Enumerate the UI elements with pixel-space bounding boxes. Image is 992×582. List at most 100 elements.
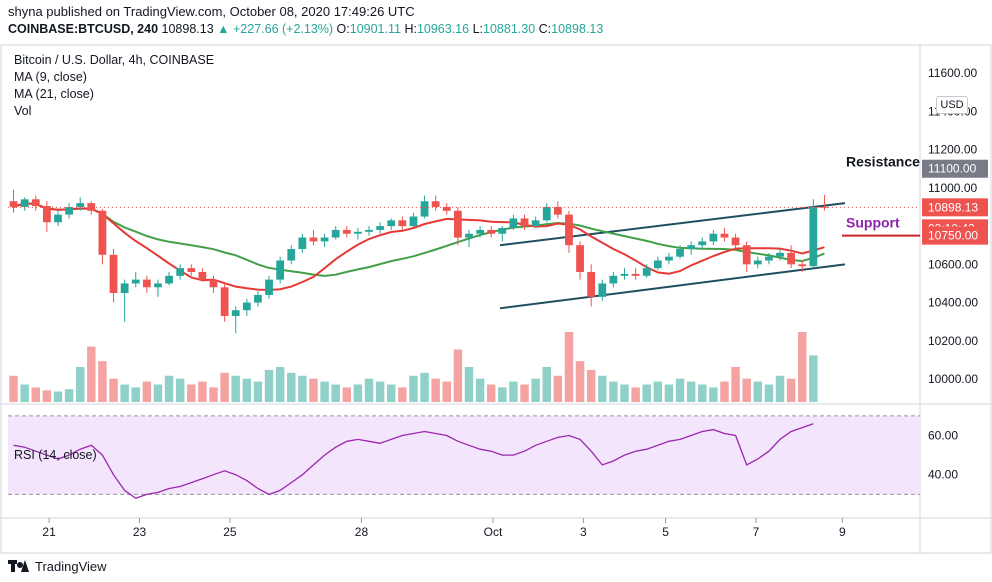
candle-body [254,294,262,303]
volume-bar [275,367,285,402]
candle-body [798,264,807,267]
x-tick-label: 5 [662,525,669,539]
volume-bar [520,384,529,402]
candle-body [465,233,473,238]
candle-body [87,203,96,211]
rsi-tick-label: 40.00 [928,468,958,482]
price-label-bg [922,226,988,245]
candle-body [131,279,140,284]
published-line: shyna published on TradingView.com, Octo… [8,4,415,19]
volume-bar [375,381,385,402]
x-tick-label: 25 [223,525,237,539]
rsi-label[interactable]: RSI (14, close) [14,448,97,462]
candle-body [365,229,373,232]
volume-bar [242,378,252,402]
x-tick-label: Oct [484,525,503,539]
footer-brand[interactable]: TradingView [35,558,107,574]
legend-ma9[interactable]: MA (9, close) [14,70,87,84]
volume-bar [753,381,763,402]
candle-body [31,199,40,207]
candle-body [287,249,296,261]
y-tick-label: 11600.00 [928,66,977,80]
close-value: 10898.13 [551,22,604,36]
volume-bar [387,384,396,402]
volume-bar [620,384,629,402]
volume-bar [553,375,563,402]
footer: TradingView [8,556,107,576]
candle-body [720,233,729,238]
volume-bar [775,375,785,402]
candle-body [776,252,784,257]
candle-body [587,271,596,297]
volume-bar [64,389,74,402]
support-annotation: Support [846,215,900,231]
x-tick-label: 23 [133,525,147,539]
volume-bar [675,378,685,402]
volume-bar [220,372,229,402]
candle-body [520,218,529,227]
volume-bar [598,375,607,402]
volume-bar [764,384,774,402]
candle-body [498,228,507,234]
volume-bar [542,367,551,402]
volume-bar [664,384,674,402]
chart-frame[interactable]: 11600.0011400.0011200.0011000.0010800.00… [0,44,992,554]
volume-bar [464,367,474,402]
candle-body [709,233,718,242]
trendline [499,263,846,310]
candle-body [565,214,573,246]
volume-bar [509,381,518,402]
legend-ma21[interactable]: MA (21, close) [14,87,94,101]
candle-body [342,229,351,234]
candle-body [742,245,751,265]
candle-body [154,283,162,288]
candle-body [476,229,484,234]
candle-body [431,201,440,207]
volume-bar [686,381,696,402]
candle-body [98,210,107,255]
y-tick-label: 11200.00 [928,143,977,157]
legend-vol[interactable]: Vol [14,104,32,118]
candle-body [298,237,307,250]
candle-body [698,241,707,246]
candle-body [220,287,229,316]
candle-body [198,271,207,280]
candle-body [542,206,551,221]
chart-svg[interactable]: 11600.0011400.0011200.0011000.0010800.00… [0,44,992,554]
volume-bar [631,387,640,402]
candle-body [109,254,118,294]
x-tick-label: 28 [355,525,369,539]
volume-bar [53,391,63,402]
volume-bar [742,378,751,402]
price-label-bg [922,198,988,217]
candle-body [209,279,218,288]
volume-bar [31,387,40,402]
volume-bar [131,387,140,402]
candle-body [531,220,540,227]
candle-body [165,275,173,284]
volume-bar [287,372,296,402]
candle-body [354,231,362,234]
candle-body [309,237,318,242]
open-value: 10901.11 [349,22,401,36]
resistance-annotation: Resistance [846,154,920,170]
volume-bar [698,384,707,402]
volume-bar [442,381,451,402]
x-tick-label: 9 [839,525,846,539]
volume-bar [564,332,574,402]
candle-body [576,245,584,272]
candle-body [398,220,407,227]
quote-line: COINBASE:BTCUSD, 240 10898.13 ▲ +227.66 … [8,22,603,36]
candle-body [453,210,462,238]
price-label-last: 10898.13 [928,200,978,214]
rsi-band [8,415,920,495]
candle-body [665,256,673,261]
currency-button[interactable]: USD [936,96,968,114]
tradingview-logo-icon[interactable] [8,560,30,572]
volume-bar [786,378,796,402]
candle-body [376,226,385,230]
volume-bar [153,384,163,402]
price-label-support: 10750.00 [928,229,978,243]
candle-body [753,260,762,265]
y-tick-label: 10600.00 [928,257,978,271]
